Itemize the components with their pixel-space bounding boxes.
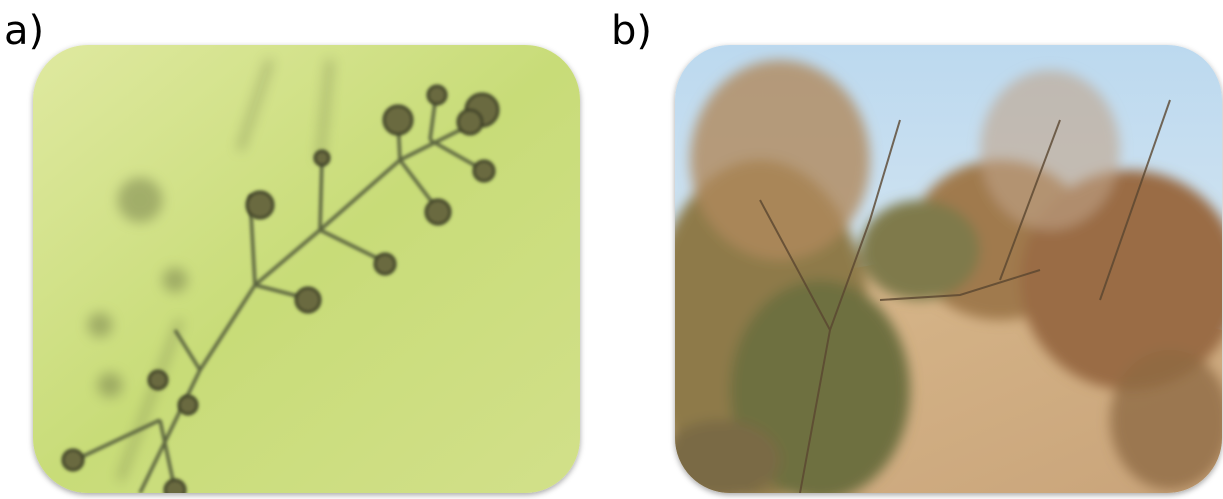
figure: a) b) (0, 0, 1223, 499)
panel-label: b) (611, 8, 652, 54)
photo-shrub (650, 45, 1223, 499)
panel-label: a) (4, 8, 44, 54)
photo-microscopy (33, 45, 580, 499)
